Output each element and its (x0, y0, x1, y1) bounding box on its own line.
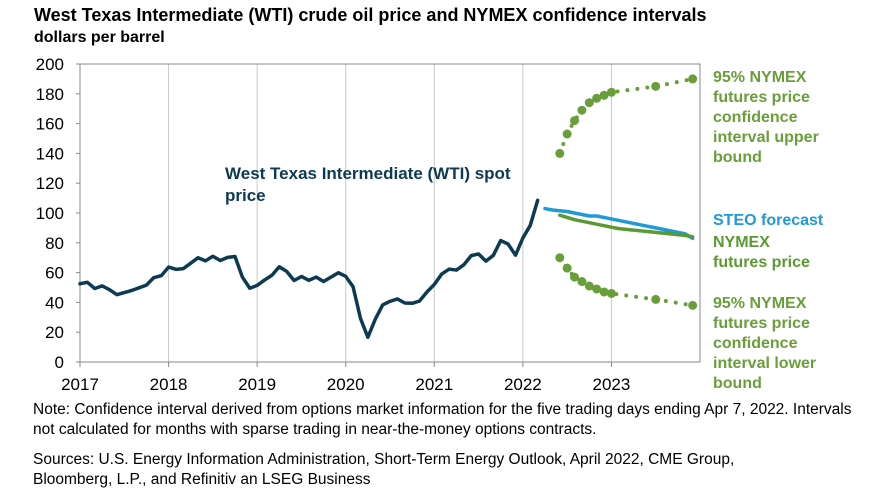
marker (688, 74, 698, 84)
x-tick-label: 2020 (327, 375, 365, 394)
x-tick-label: 2022 (504, 375, 542, 394)
marker (555, 253, 565, 263)
series-line (557, 255, 695, 308)
marker (651, 81, 661, 91)
series-line (78, 198, 540, 340)
y-tick-label: 80 (45, 234, 64, 253)
plot-frame (79, 63, 701, 363)
series-label: 95% NYMEX futures price confidence inter… (713, 295, 817, 392)
marker (599, 90, 609, 100)
series-line (543, 206, 695, 241)
marker (606, 87, 616, 97)
y-tick-label: 40 (45, 293, 64, 312)
y-tick-label: 20 (45, 323, 64, 342)
x-tick-label: 2018 (150, 375, 188, 394)
marker (584, 281, 594, 291)
marker (577, 277, 587, 287)
y-tick-label: 120 (36, 174, 64, 193)
x-tick-label: 2023 (593, 375, 631, 394)
series-line (557, 76, 695, 156)
chart-title: West Texas Intermediate (WTI) crude oil … (34, 5, 707, 25)
marker (584, 98, 594, 108)
note: Note: Confidence interval derived from o… (33, 401, 852, 438)
marker (569, 272, 579, 282)
series-label: West Texas Intermediate (WTI) spot price (225, 164, 511, 205)
marker (688, 300, 698, 310)
series-line (558, 213, 695, 239)
chart-subtitle: dollars per barrel (34, 29, 165, 46)
y-tick-label: 140 (36, 144, 64, 163)
marker (592, 93, 602, 103)
marker (606, 288, 616, 298)
x-tick-label: 2019 (238, 375, 276, 394)
marker (562, 263, 572, 273)
y-tick-label: 0 (55, 353, 64, 372)
marker (599, 287, 609, 297)
x-tick-label: 2017 (61, 375, 99, 394)
series-label: STEO forecast (713, 212, 824, 229)
y-tick-label: 200 (36, 55, 64, 74)
series-label: 95% NYMEX futures price confidence inter… (713, 69, 819, 166)
marker (651, 294, 661, 304)
x-tick-label: 2021 (415, 375, 453, 394)
y-tick-label: 60 (45, 264, 64, 283)
sources: Sources: U.S. Energy Information Adminis… (33, 451, 735, 488)
y-tick-label: 160 (36, 115, 64, 134)
y-tick-label: 100 (36, 204, 64, 223)
series-label: NYMEX futures price (713, 234, 810, 271)
marker (555, 148, 565, 158)
marker (577, 105, 587, 115)
y-tick-label: 180 (36, 85, 64, 104)
marker (562, 129, 572, 139)
marker (569, 116, 579, 126)
marker (592, 284, 602, 294)
